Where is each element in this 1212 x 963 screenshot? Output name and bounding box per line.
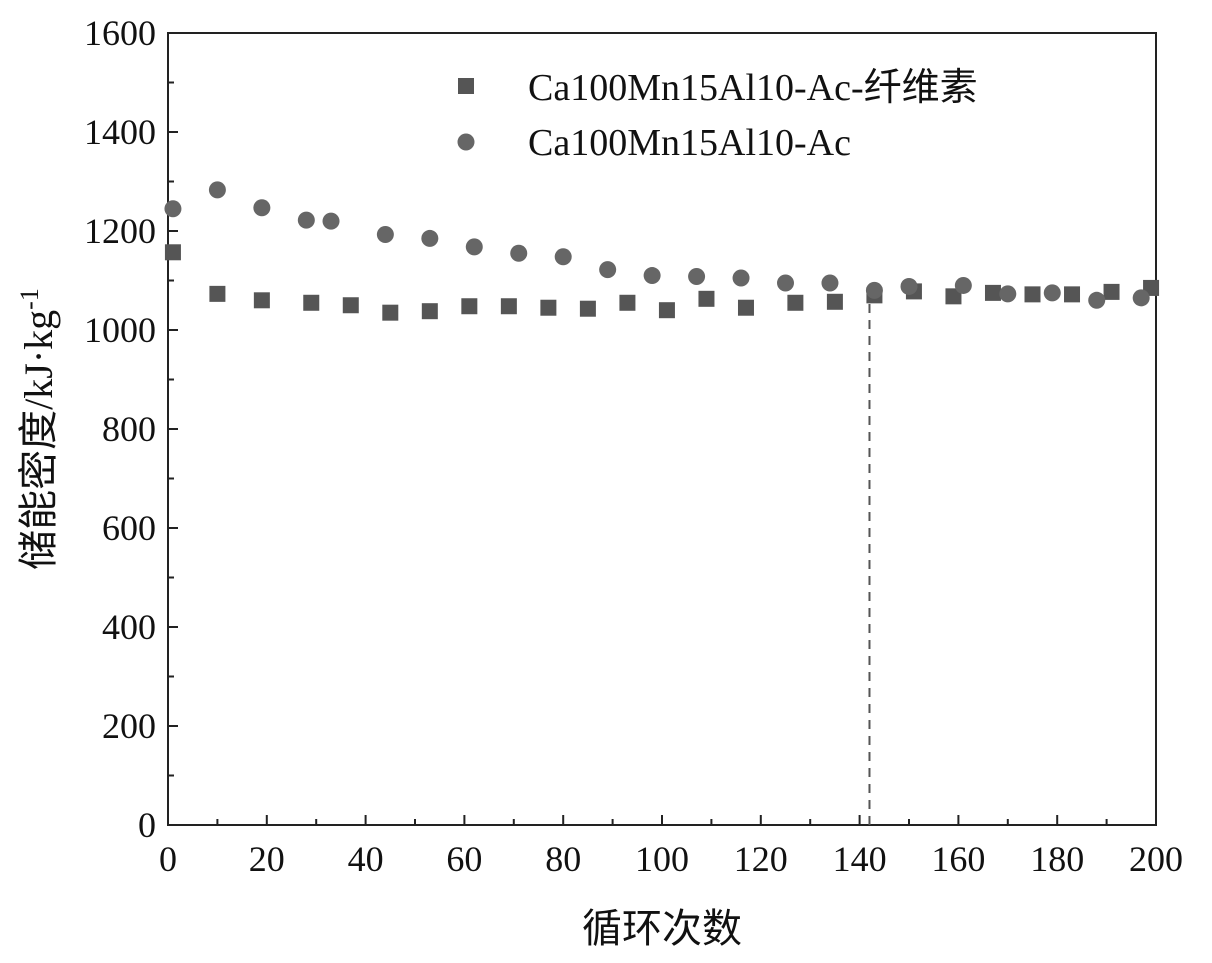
- x-tick-label: 140: [833, 839, 887, 879]
- data-point-square: [500, 298, 517, 315]
- x-tick-label: 40: [348, 839, 384, 879]
- data-point-circle: [954, 276, 972, 294]
- y-axis-title: 储能密度/kJ·kg-1: [15, 288, 61, 570]
- data-point-square: [540, 299, 557, 316]
- data-point-square: [164, 244, 181, 261]
- y-tick-label: 800: [102, 409, 156, 449]
- data-point-square: [253, 292, 270, 309]
- data-point-circle: [688, 268, 706, 286]
- legend-label: Ca100Mn15Al10-Ac: [528, 122, 851, 164]
- y-tick-label: 400: [102, 607, 156, 647]
- data-point-circle: [253, 199, 271, 217]
- data-point-square: [303, 294, 320, 311]
- x-axis-title: 循环次数: [582, 906, 742, 951]
- data-point-square: [787, 294, 804, 311]
- x-axis: 0 20 40 60 80 100 120 140 160 180 200: [159, 815, 1183, 879]
- data-point-circle: [865, 281, 883, 299]
- x-tick-label: 180: [1030, 839, 1084, 879]
- data-point-square: [698, 290, 715, 307]
- data-point-square: [658, 302, 675, 319]
- data-point-circle: [510, 244, 528, 262]
- data-point-square: [342, 297, 359, 314]
- data-point-circle: [900, 277, 918, 295]
- data-point-circle: [164, 200, 182, 218]
- data-point-circle: [777, 274, 794, 292]
- data-point-square: [579, 300, 596, 317]
- data-point-circle: [599, 261, 617, 279]
- data-point-square: [1064, 286, 1081, 303]
- x-tick-label: 200: [1129, 839, 1183, 879]
- data-point-circle: [732, 269, 750, 287]
- data-point-square: [945, 288, 962, 305]
- data-point-square: [382, 304, 399, 321]
- y-tick-label: 200: [102, 706, 156, 746]
- data-point-square: [1103, 283, 1120, 300]
- plot-area: [167, 32, 1157, 826]
- data-point-circle: [465, 238, 483, 256]
- data-point-circle: [1088, 291, 1106, 309]
- y-tick-label: 1000: [84, 310, 156, 350]
- data-point-square: [619, 294, 636, 311]
- y-axis: 0 200 400 600 800 1000 1200 1400 1600: [84, 13, 178, 845]
- data-point-circle: [1043, 284, 1061, 302]
- data-point-circle: [322, 212, 340, 230]
- data-point-circle: [1132, 289, 1150, 307]
- data-point-circle: [554, 248, 572, 266]
- x-tick-label: 60: [446, 839, 482, 879]
- data-point-circle: [421, 229, 439, 247]
- data-point-circle: [376, 225, 394, 243]
- data-point-circle: [999, 285, 1017, 303]
- data-point-circle: [821, 274, 839, 292]
- x-tick-label: 100: [635, 839, 689, 879]
- y-tick-label: 1600: [84, 13, 156, 53]
- data-point-square: [984, 284, 1001, 301]
- y-tick-label: 0: [138, 805, 156, 845]
- data-point-square: [826, 293, 843, 310]
- y-tick-label: 1400: [84, 112, 156, 152]
- legend-marker-square: [458, 78, 474, 94]
- data-point-circle: [643, 267, 661, 285]
- legend-marker-circle: [457, 133, 475, 151]
- legend: Ca100Mn15Al10-Ac-纤维素 Ca100Mn15Al10-Ac: [457, 67, 978, 164]
- x-tick-label: 0: [159, 839, 177, 879]
- data-points: [164, 181, 1160, 321]
- data-point-circle: [297, 211, 315, 229]
- x-tick-label: 80: [545, 839, 581, 879]
- data-point-square: [209, 285, 226, 302]
- y-tick-label: 600: [102, 508, 156, 548]
- x-tick-label: 20: [249, 839, 285, 879]
- data-point-square: [461, 298, 478, 315]
- data-point-square: [737, 299, 754, 316]
- data-point-square: [421, 303, 438, 320]
- x-tick-label: 160: [931, 839, 985, 879]
- data-point-circle: [208, 181, 226, 199]
- x-tick-label: 120: [734, 839, 788, 879]
- y-tick-label: 1200: [84, 211, 156, 251]
- legend-label: Ca100Mn15Al10-Ac-纤维素: [528, 67, 978, 109]
- data-point-square: [1024, 286, 1041, 303]
